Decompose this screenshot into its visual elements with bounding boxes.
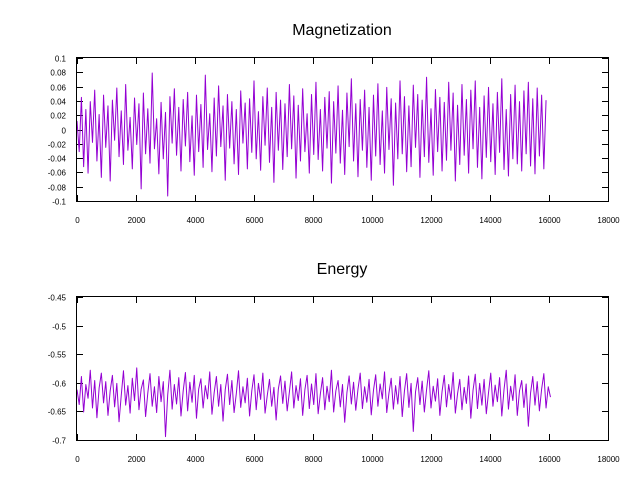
magnetization-title: Magnetization [292, 22, 392, 39]
magnetization-series [76, 72, 547, 197]
energy-x-tick-label: 14000 [479, 455, 502, 464]
magnetization-y-tick-label: 0.06 [50, 84, 66, 93]
magnetization-x-tick-label: 4000 [187, 216, 205, 225]
energy-x-tick-label: 12000 [420, 455, 443, 464]
magnetization-series-line-magnetization [76, 72, 547, 197]
energy-series-line-energy [76, 367, 551, 438]
magnetization-x-tick-label: 14000 [479, 216, 502, 225]
energy-x-tick-label: 16000 [538, 455, 561, 464]
energy-x-tick-label: 10000 [361, 455, 384, 464]
magnetization-x-ticks: 0 2000 4000 6000 8000 10000 12000 14000 16000 180… [75, 58, 620, 225]
magnetization-x-tick-label: 2000 [128, 216, 146, 225]
energy-x-tick-label: 8000 [305, 455, 323, 464]
magnetization-y-tick-label: -0.04 [48, 155, 67, 164]
magnetization-y-tick-label: -0.08 [48, 184, 67, 193]
energy-y-tick-label: -0.5 [52, 323, 66, 332]
magnetization-y-tick-label: 0 [62, 127, 67, 136]
energy-x-tick-label: 6000 [246, 455, 264, 464]
magnetization-x-tick-label: 16000 [538, 216, 561, 225]
energy-panel: Energy 0 2000 4000 6000 8000 10000 12000 14000 1… [48, 261, 620, 464]
magnetization-y-ticks: -0.1 -0.08 -0.06 -0.04 -0.02 0 0.02 0.04 0.06 0.0… [48, 55, 608, 207]
energy-title: Energy [317, 261, 368, 278]
magnetization-x-tick-label: 6000 [246, 216, 264, 225]
energy-x-tick-label: 18000 [597, 455, 620, 464]
energy-plot-frame [76, 296, 609, 441]
magnetization-x-tick-label: 10000 [361, 216, 384, 225]
energy-y-tick-label: -0.7 [52, 437, 66, 446]
energy-x-tick-label: 4000 [187, 455, 205, 464]
energy-x-ticks: 0 2000 4000 6000 8000 10000 12000 14000 16000 180… [75, 297, 620, 464]
magnetization-y-tick-label: -0.1 [52, 198, 66, 207]
magnetization-y-tick-label: 0.1 [55, 55, 67, 64]
magnetization-y-tick-label: 0.04 [50, 98, 66, 107]
energy-series [76, 367, 551, 438]
energy-y-tick-label: -0.55 [48, 351, 67, 360]
magnetization-x-tick-label: 0 [75, 216, 80, 225]
energy-y-tick-label: -0.45 [48, 294, 67, 303]
energy-y-ticks: -0.7 -0.65 -0.6 -0.55 -0.5 -0.45 [48, 294, 608, 446]
magnetization-y-tick-label: -0.06 [48, 169, 67, 178]
magnetization-plot-frame [76, 57, 609, 202]
energy-y-tick-label: -0.65 [48, 408, 67, 417]
energy-y-tick-label: -0.6 [52, 380, 66, 389]
energy-x-tick-label: 0 [75, 455, 80, 464]
magnetization-panel: Magnetization 0 2000 4000 6000 8000 10000 1200… [48, 22, 620, 225]
magnetization-y-tick-label: 0.08 [50, 69, 66, 78]
magnetization-x-tick-label: 8000 [305, 216, 323, 225]
magnetization-y-tick-label: 0.02 [50, 112, 66, 121]
magnetization-y-tick-label: -0.02 [48, 141, 67, 150]
magnetization-x-tick-label: 18000 [597, 216, 620, 225]
energy-x-tick-label: 2000 [128, 455, 146, 464]
magnetization-x-tick-label: 12000 [420, 216, 443, 225]
